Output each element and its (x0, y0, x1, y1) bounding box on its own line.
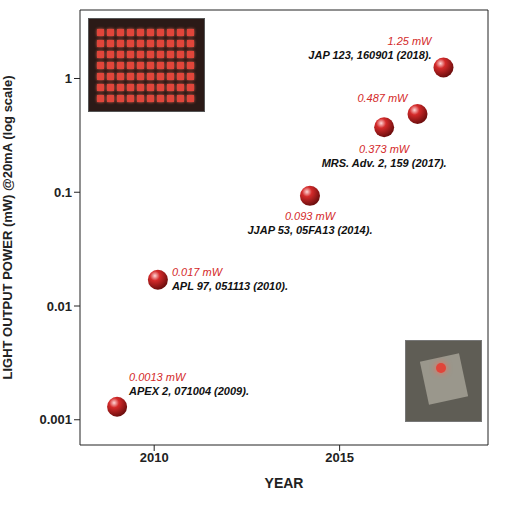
svg-text:LIGHT OUTPUT POWER (mW) @20mA: LIGHT OUTPUT POWER (mW) @20mA (log scale… (0, 76, 15, 380)
svg-text:0.001: 0.001 (39, 412, 72, 427)
svg-text:APL 97, 051113 (2010).: APL 97, 051113 (2010). (171, 280, 288, 292)
svg-text:YEAR: YEAR (265, 475, 304, 491)
svg-text:MRS. Adv. 2, 159 (2017).: MRS. Adv. 2, 159 (2017). (322, 157, 447, 169)
svg-text:0.0013 mW: 0.0013 mW (129, 371, 187, 383)
svg-text:0.487 mW: 0.487 mW (357, 92, 409, 104)
svg-text:0.373 mW: 0.373 mW (359, 143, 411, 155)
svg-text:0.01: 0.01 (47, 299, 72, 314)
svg-text:2015: 2015 (325, 450, 354, 465)
svg-text:1.25 mW: 1.25 mW (387, 35, 433, 47)
svg-text:JAP 123, 160901 (2018).: JAP 123, 160901 (2018). (308, 49, 431, 61)
svg-text:1: 1 (65, 71, 72, 86)
svg-text:0.093 mW: 0.093 mW (285, 210, 337, 222)
svg-text:0.1: 0.1 (54, 185, 72, 200)
svg-text:JJAP 53, 05FA13 (2014).: JJAP 53, 05FA13 (2014). (247, 224, 372, 236)
svg-text:0.017 mW: 0.017 mW (172, 266, 224, 278)
svg-text:APEX 2, 071004 (2009).: APEX 2, 071004 (2009). (128, 385, 249, 397)
svg-text:2010: 2010 (140, 450, 169, 465)
